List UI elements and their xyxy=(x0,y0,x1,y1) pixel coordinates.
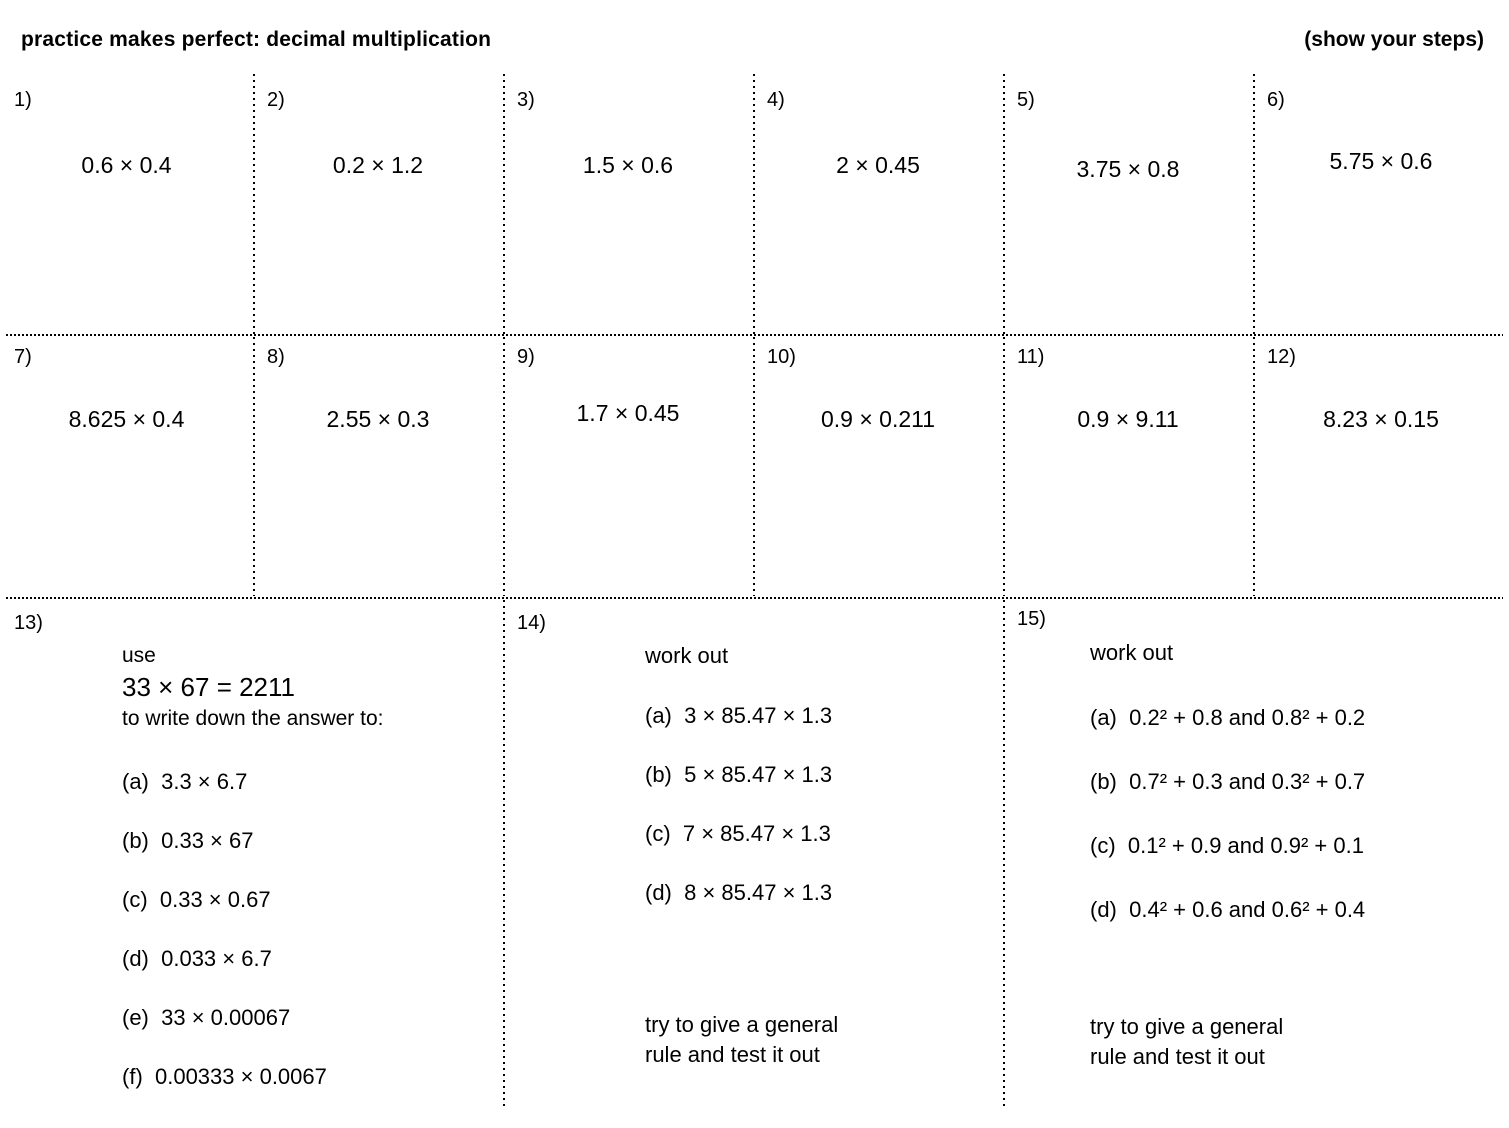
problem-3-cell: 3) 1.5 × 0.6 xyxy=(503,72,753,334)
worksheet-title: practice makes perfect: decimal multipli… xyxy=(21,28,492,51)
problem-number: 1) xyxy=(14,89,32,111)
problem-15-intro: work out xyxy=(1090,640,1174,665)
problem-12-cell: 12) 8.23 × 0.15 xyxy=(1253,336,1509,597)
problem-number: 7) xyxy=(14,346,32,368)
problem-10-cell: 10) 0.9 × 0.211 xyxy=(753,336,1003,597)
problem-number: 13) xyxy=(14,612,43,634)
problem-item: (c) 0.33 × 0.67 xyxy=(122,887,271,912)
problem-item: (d) 8 × 85.47 × 1.3 xyxy=(645,880,833,905)
problem-number: 8) xyxy=(267,346,285,368)
problem-13-key-fact: 33 × 67 = 2211 xyxy=(122,672,296,702)
problem-number: 10) xyxy=(767,346,796,368)
problem-expression: 2.55 × 0.3 xyxy=(326,406,430,432)
problem-item: (b) 0.33 × 67 xyxy=(122,828,254,853)
problem-15-cell: 15) work out (a) 0.2² + 0.8 and 0.8² + 0… xyxy=(1003,598,1509,1128)
problem-item: (e) 33 × 0.00067 xyxy=(122,1005,291,1030)
problem-item: (f) 0.00333 × 0.0067 xyxy=(122,1064,327,1089)
problem-13-cell: 13) use 33 × 67 = 2211 to write down the… xyxy=(0,598,503,1128)
v-divider-row1-4 xyxy=(1003,74,1005,334)
v-divider-row1-2 xyxy=(503,74,505,334)
problem-number: 6) xyxy=(1267,89,1285,111)
problem-number: 9) xyxy=(517,346,535,368)
problem-item: (b) 0.7² + 0.3 and 0.3² + 0.7 xyxy=(1090,769,1366,794)
v-divider-row2-4 xyxy=(1003,337,1005,596)
problem-expression: 5.75 × 0.6 xyxy=(1329,148,1433,174)
problem-14-cell: 14) work out (a) 3 × 85.47 × 1.3 (b) 5 ×… xyxy=(503,598,1003,1128)
problem-item: (a) 3.3 × 6.7 xyxy=(122,769,248,794)
h-divider-1 xyxy=(6,334,1503,336)
problem-item: (a) 0.2² + 0.8 and 0.8² + 0.2 xyxy=(1090,705,1366,730)
problem-number: 3) xyxy=(517,89,535,111)
v-divider-row1-5 xyxy=(1253,74,1255,334)
problem-number: 14) xyxy=(517,612,546,634)
problem-4-cell: 4) 2 × 0.45 xyxy=(753,72,1003,334)
problem-expression: 3.75 × 0.8 xyxy=(1076,156,1180,182)
problem-6-cell: 6) 5.75 × 0.6 xyxy=(1253,72,1509,334)
problem-13-intro-line: to write down the answer to: xyxy=(122,707,384,730)
problem-7-cell: 7) 8.625 × 0.4 xyxy=(0,336,253,597)
problem-item: (c) 0.1² + 0.9 and 0.9² + 0.1 xyxy=(1090,833,1364,858)
problem-number: 2) xyxy=(267,89,285,111)
problem-13-intro-line: use xyxy=(122,644,156,667)
problem-item: (a) 3 × 85.47 × 1.3 xyxy=(645,703,833,728)
problem-2-cell: 2) 0.2 × 1.2 xyxy=(253,72,503,334)
problem-number: 5) xyxy=(1017,89,1035,111)
h-divider-2 xyxy=(6,597,1503,599)
v-divider-row2-1 xyxy=(253,337,255,596)
problem-item: (d) 0.4² + 0.6 and 0.6² + 0.4 xyxy=(1090,897,1366,922)
problem-expression: 2 × 0.45 xyxy=(836,152,920,178)
v-divider-row1-3 xyxy=(753,74,755,334)
problem-1-cell: 1) 0.6 × 0.4 xyxy=(0,72,253,334)
problem-item: (d) 0.033 × 6.7 xyxy=(122,946,272,971)
v-divider-row3-2 xyxy=(1003,600,1005,1110)
problem-13-items: (a) 3.3 × 6.7 (b) 0.33 × 67 (c) 0.33 × 0… xyxy=(122,770,327,1124)
show-steps-note: (show your steps) xyxy=(1304,28,1484,51)
problem-expression: 0.9 × 9.11 xyxy=(1077,406,1179,432)
problem-expression: 0.6 × 0.4 xyxy=(81,152,172,178)
problem-14-items: (a) 3 × 85.47 × 1.3 (b) 5 × 85.47 × 1.3 … xyxy=(645,704,832,940)
problem-number: 12) xyxy=(1267,346,1296,368)
problem-item: (b) 5 × 85.47 × 1.3 xyxy=(645,762,833,787)
problem-item: (c) 7 × 85.47 × 1.3 xyxy=(645,821,831,846)
v-divider-row2-3 xyxy=(753,337,755,596)
problem-8-cell: 8) 2.55 × 0.3 xyxy=(253,336,503,597)
v-divider-row1-1 xyxy=(253,74,255,334)
v-divider-row2-2 xyxy=(503,337,505,596)
problem-15-items: (a) 0.2² + 0.8 and 0.8² + 0.2 (b) 0.7² +… xyxy=(1090,706,1365,962)
problem-11-cell: 11) 0.9 × 9.11 xyxy=(1003,336,1253,597)
problem-expression: 0.2 × 1.2 xyxy=(332,152,424,178)
problem-expression: 8.625 × 0.4 xyxy=(68,406,185,432)
problem-expression: 1.5 × 0.6 xyxy=(582,152,674,178)
problem-5-cell: 5) 3.75 × 0.8 xyxy=(1003,72,1253,334)
general-rule-prompt: try to give a general rule and test it o… xyxy=(645,1012,839,1067)
problem-expression: 1.7 × 0.45 xyxy=(576,400,680,426)
v-divider-row2-5 xyxy=(1253,337,1255,596)
problem-number: 15) xyxy=(1017,608,1046,630)
problem-14-intro: work out xyxy=(645,643,729,668)
general-rule-prompt: try to give a general rule and test it o… xyxy=(1090,1014,1284,1069)
problem-expression: 0.9 × 0.211 xyxy=(820,406,936,432)
problem-number: 4) xyxy=(767,89,785,111)
v-divider-row3-1 xyxy=(503,600,505,1110)
problem-9-cell: 9) 1.7 × 0.45 xyxy=(503,336,753,597)
problem-number: 11) xyxy=(1017,346,1045,368)
problem-expression: 8.23 × 0.15 xyxy=(1323,406,1439,432)
